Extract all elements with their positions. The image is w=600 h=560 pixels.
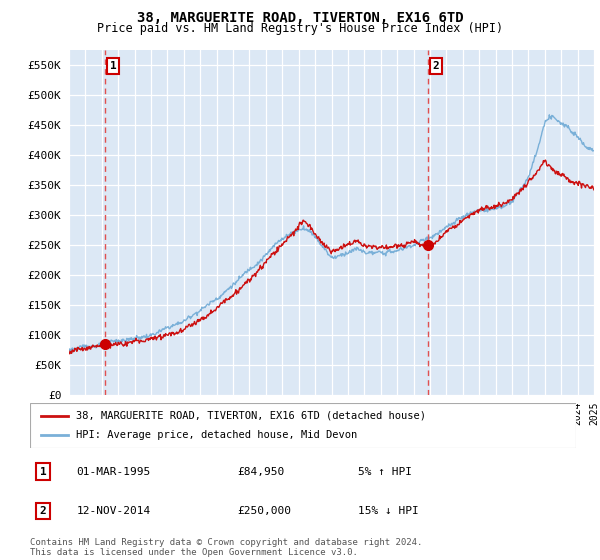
- Text: 2: 2: [433, 61, 439, 71]
- Text: 38, MARGUERITE ROAD, TIVERTON, EX16 6TD (detached house): 38, MARGUERITE ROAD, TIVERTON, EX16 6TD …: [76, 410, 427, 421]
- Text: 01-MAR-1995: 01-MAR-1995: [76, 466, 151, 477]
- Text: 38, MARGUERITE ROAD, TIVERTON, EX16 6TD: 38, MARGUERITE ROAD, TIVERTON, EX16 6TD: [137, 11, 463, 25]
- Text: 1: 1: [110, 61, 116, 71]
- Text: 12-NOV-2014: 12-NOV-2014: [76, 506, 151, 516]
- Text: Price paid vs. HM Land Registry's House Price Index (HPI): Price paid vs. HM Land Registry's House …: [97, 22, 503, 35]
- Text: 15% ↓ HPI: 15% ↓ HPI: [358, 506, 418, 516]
- Text: £84,950: £84,950: [238, 466, 285, 477]
- Text: £250,000: £250,000: [238, 506, 292, 516]
- Text: Contains HM Land Registry data © Crown copyright and database right 2024.
This d: Contains HM Land Registry data © Crown c…: [30, 538, 422, 557]
- Text: 2: 2: [40, 506, 47, 516]
- Text: HPI: Average price, detached house, Mid Devon: HPI: Average price, detached house, Mid …: [76, 431, 358, 441]
- Text: 1: 1: [40, 466, 47, 477]
- Text: 5% ↑ HPI: 5% ↑ HPI: [358, 466, 412, 477]
